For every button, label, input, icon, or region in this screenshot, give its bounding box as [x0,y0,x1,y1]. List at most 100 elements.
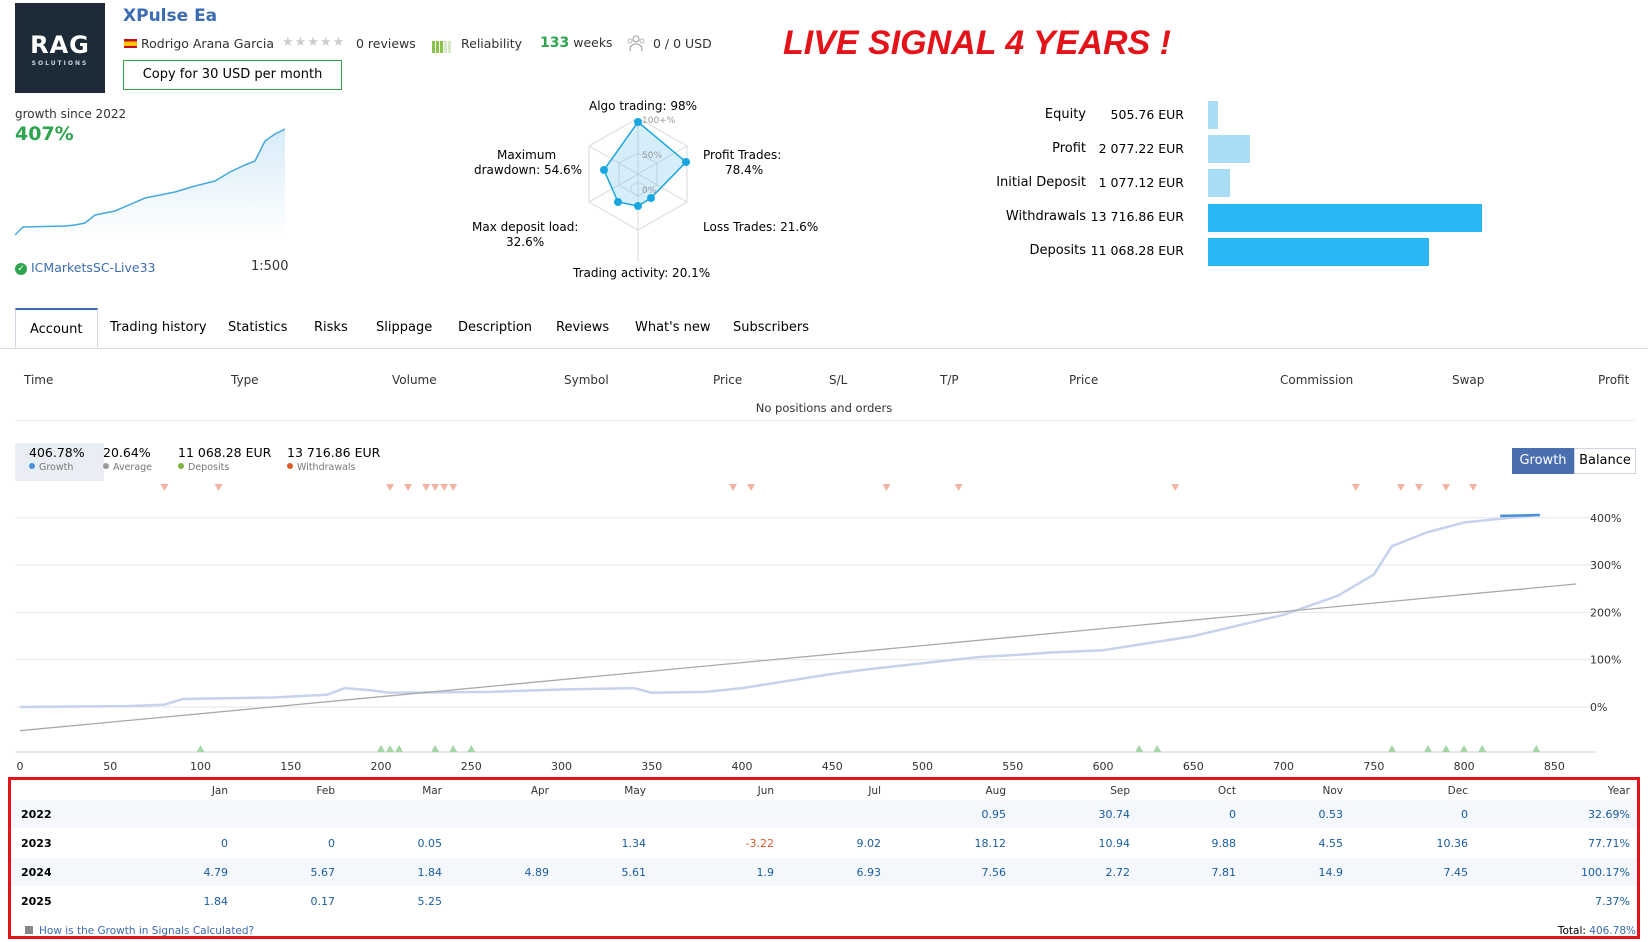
month-value-cell[interactable]: 9.88 [1211,837,1237,850]
col-swap[interactable]: Swap [1452,373,1485,387]
col-price-close[interactable]: Price [1069,373,1099,387]
month-value-cell[interactable]: 1.84 [203,895,229,908]
broker-link[interactable]: ✓ ICMarketsSC-Live33 [15,260,156,275]
legend-average[interactable]: 20.64% Average [103,445,152,473]
radar-drawdown-label-2: drawdown: 54.6% [474,163,583,177]
month-value-cell[interactable]: 0.17 [310,895,336,908]
legend-withdrawals-label: Withdrawals [297,462,356,473]
legend-growth-value: 406.78% [29,445,85,460]
col-tp[interactable]: T/P [940,373,959,387]
col-price-open[interactable]: Price [713,373,743,387]
tab-subscribers[interactable]: Subscribers [733,320,809,335]
month-value-cell[interactable]: 1.34 [621,837,647,850]
copy-signal-button[interactable]: Copy for 30 USD per month [123,60,342,90]
broker-name[interactable]: ICMarketsSC-Live33 [31,260,156,275]
deposit-marker [395,745,404,752]
tab-whats-new[interactable]: What's new [635,320,711,335]
deposit-marker [1423,745,1432,752]
col-type[interactable]: Type [231,373,259,387]
month-value-cell[interactable]: 0 [328,837,335,850]
legend-average-label: Average [113,462,153,473]
deposit-marker [1153,745,1162,752]
year-total-cell[interactable]: 7.37% [1595,895,1630,908]
month-value-cell[interactable]: 7.56 [981,866,1007,879]
col-commission[interactable]: Commission [1280,373,1354,387]
year-total-cell[interactable]: 100.17% [1581,866,1630,879]
withdrawals-value: 13 716.86 EUR [1090,209,1184,224]
growth-calc-help[interactable]: How is the Growth in Signals Calculated? [25,925,254,937]
month-value-cell[interactable]: 4.89 [524,866,550,879]
month-value-cell[interactable]: 5.61 [621,866,647,879]
reviews-count[interactable]: 0 reviews [356,36,416,51]
month-value-cell[interactable]: 0.05 [417,837,443,850]
legend-growth-label: Growth [39,462,74,473]
tab-reviews[interactable]: Reviews [556,320,610,335]
month-value-cell[interactable]: 7.81 [1211,866,1237,879]
x-tick-label: 350 [641,760,662,773]
month-value-cell[interactable]: 5.67 [310,866,336,879]
y-tick-label: 0% [1590,701,1607,714]
legend-growth-highlight [15,443,104,481]
month-value-cell[interactable]: 2.72 [1105,866,1131,879]
signal-title[interactable]: XPulse Ea [123,6,218,26]
tab-slippage[interactable]: Slippage [376,320,433,335]
month-value-cell[interactable]: 7.45 [1443,866,1469,879]
legend-growth[interactable]: 406.78% Growth [29,445,85,473]
month-value-cell[interactable]: 9.02 [856,837,882,850]
withdrawals-dot-icon [287,463,293,469]
col-profit[interactable]: Profit [1598,373,1630,387]
month-value-cell[interactable]: 0.95 [981,808,1007,821]
x-tick-label: 700 [1273,760,1294,773]
deposit-marker [1387,745,1396,752]
radar-deposit-load-label-2: 32.6% [506,235,545,249]
tab-statistics[interactable]: Statistics [228,320,288,335]
tab-risks[interactable]: Risks [314,320,348,335]
month-value-cell[interactable]: 1.84 [417,866,443,879]
month-value-cell[interactable]: 5.25 [417,895,443,908]
month-header-mar: Mar [422,785,442,797]
col-volume[interactable]: Volume [392,373,437,387]
month-value-cell[interactable]: 6.93 [856,866,882,879]
withdrawal-marker [1396,484,1405,491]
month-value-cell[interactable]: -3.22 [745,837,774,850]
month-value-cell[interactable]: 1.9 [756,866,775,879]
month-header-year: Year [1607,785,1630,797]
month-value-cell[interactable]: 0 [1461,808,1468,821]
subscribers-icon [627,34,645,52]
tab-trading-history[interactable]: Trading history [110,320,207,335]
withdrawals-bar [1208,204,1482,232]
tab-description[interactable]: Description [458,320,533,335]
month-value-cell[interactable]: 10.94 [1098,837,1131,850]
col-sl[interactable]: S/L [829,373,848,387]
author-name[interactable]: Rodrigo Arana Garcia [141,36,274,51]
month-value-cell[interactable]: 4.55 [1318,837,1344,850]
col-time[interactable]: Time [24,373,54,387]
month-value-cell[interactable]: 4.79 [203,866,229,879]
month-value-cell[interactable]: 18.12 [974,837,1007,850]
weeks-info: 133 weeks [540,35,613,51]
month-value-cell[interactable]: 14.9 [1318,866,1344,879]
month-value-cell[interactable]: 10.36 [1436,837,1469,850]
monthly-row [11,800,1637,828]
deposits-value: 11 068.28 EUR [1090,243,1184,258]
legend-withdrawals[interactable]: 13 716.86 EUR Withdrawals [287,445,380,473]
radar-loss-label: Loss Trades: 21.6% [703,220,819,234]
legend-deposits[interactable]: 11 068.28 EUR Deposits [178,445,271,473]
month-value-cell[interactable]: 0 [1229,808,1236,821]
year-total-cell[interactable]: 77.71% [1588,837,1630,850]
col-symbol[interactable]: Symbol [564,373,609,387]
balance-toggle-button[interactable]: Balance [1574,448,1636,474]
verified-shield-icon: ✓ [15,263,27,275]
x-tick-label: 450 [822,760,843,773]
growth-series-line [19,513,1541,709]
month-value-cell[interactable]: 30.74 [1098,808,1131,821]
growth-toggle-button[interactable]: Growth [1512,448,1574,474]
growth-calc-help-link[interactable]: How is the Growth in Signals Calculated? [39,925,255,937]
month-value-cell[interactable]: 0.53 [1318,808,1344,821]
year-total-cell[interactable]: 32.69% [1588,808,1630,821]
tab-account[interactable]: Account [15,308,98,348]
growth-dot-icon [29,463,35,469]
radar-algo-label: Algo trading: 98% [589,99,698,113]
month-value-cell[interactable]: 0 [221,837,228,850]
x-tick-label: 300 [551,760,572,773]
